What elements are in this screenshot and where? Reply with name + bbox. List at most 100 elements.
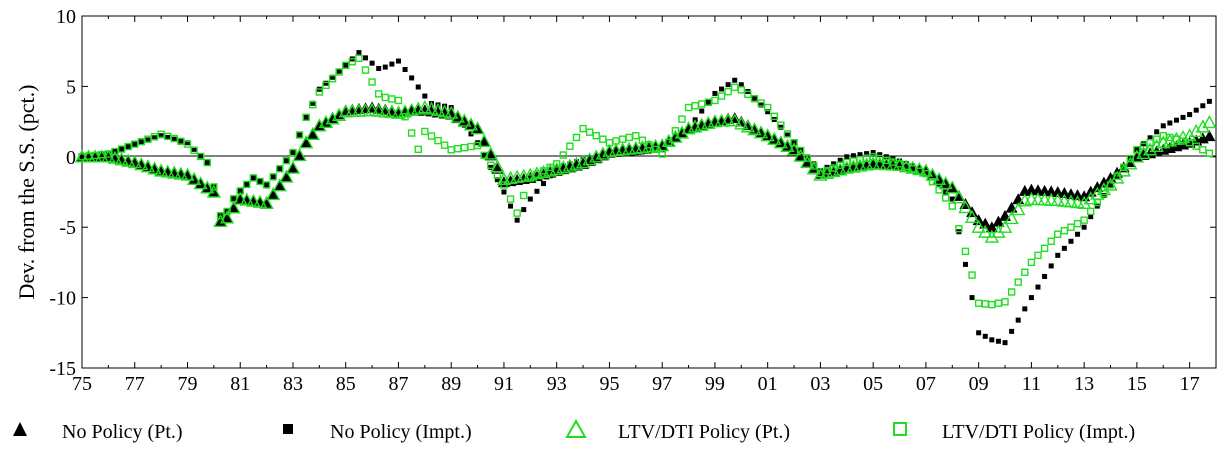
data-point [534,188,540,194]
x-tick-label: 81 [230,373,250,395]
data-point [1126,154,1134,163]
y-tick-label: 0 [66,147,76,169]
data-point [1004,210,1019,225]
data-point [1047,237,1055,245]
data-point [559,151,567,159]
data-point [355,54,363,62]
data-point [494,177,500,183]
data-point [719,86,725,92]
x-tick-label: 17 [1180,373,1200,395]
data-point [382,64,388,70]
data-point [325,111,340,125]
data-point [1205,149,1214,157]
data-point [447,146,455,154]
data-point [645,141,653,149]
data-point [1063,194,1079,208]
data-point [226,200,241,214]
data-point [1070,195,1085,209]
data-point [877,152,883,158]
data-point [270,174,276,180]
data-point [699,108,705,114]
data-point [183,140,192,148]
data-point [488,164,494,170]
data-point [1154,129,1160,135]
data-point [1075,231,1081,237]
data-point [731,83,739,91]
data-point [125,144,131,150]
data-point [995,338,1001,344]
data-point [293,149,306,161]
data-point [467,142,475,151]
data-point [774,136,787,148]
data-point [276,165,284,173]
legend-item-no-policy-pt: No Policy (Pt.) [0,412,183,452]
data-point [790,139,798,147]
x-tick-label: 05 [863,373,883,395]
data-point [727,113,742,127]
data-point [1022,306,1028,312]
data-point [1187,112,1193,118]
data-point [989,337,995,343]
data-point [279,169,294,183]
data-point [1167,120,1173,126]
data-point [297,132,303,138]
data-point [368,78,376,86]
data-point [1067,223,1075,231]
data-point [1100,190,1108,198]
data-point [331,107,347,121]
data-point [422,93,428,99]
data-point [330,74,336,80]
data-point [943,189,949,195]
data-point [552,160,561,168]
data-point [796,146,805,155]
data-point [922,169,930,178]
data-point [770,112,778,121]
data-point [450,109,465,123]
data-point [282,156,291,165]
legend-label: LTV/DTI Policy (Pt.) [618,420,791,443]
data-point [264,182,270,188]
legend-item-ltv-dti-pt: LTV/DTI Policy (Pt.) [556,412,790,452]
data-point [267,188,280,200]
data-point [1101,193,1107,199]
data-point [1160,123,1166,129]
x-tick-label: 03 [810,373,830,395]
data-point [313,119,326,131]
data-point [259,195,274,209]
data-point [763,103,772,112]
data-point [765,109,771,115]
data-point [778,124,784,130]
data-point [335,68,343,76]
data-point [1147,135,1153,141]
x-tick-label: 77 [125,373,145,395]
data-point [434,136,442,145]
data-point [500,181,508,189]
data-point [1199,146,1207,154]
data-point [837,157,843,163]
data-point [567,161,573,167]
data-point [409,75,415,81]
data-point [992,215,1005,227]
data-point [976,330,982,336]
data-point [962,261,968,267]
data-point [171,136,177,142]
x-tick-label: 93 [547,373,567,395]
data-point [237,188,243,194]
data-point [305,126,320,140]
data-point [1027,258,1036,267]
data-point [198,153,204,159]
data-point [1028,295,1034,301]
data-point [928,178,937,186]
data-point [262,181,271,189]
data-point [158,133,164,139]
plot-frame [81,15,1217,369]
data-point [632,131,640,140]
data-point [1093,198,1102,207]
data-point [298,135,314,149]
x-tick-label: 83 [283,373,303,395]
data-point [686,126,692,132]
data-point [958,200,973,214]
data-point [119,146,125,152]
data-point [221,211,234,223]
data-point [266,187,281,201]
